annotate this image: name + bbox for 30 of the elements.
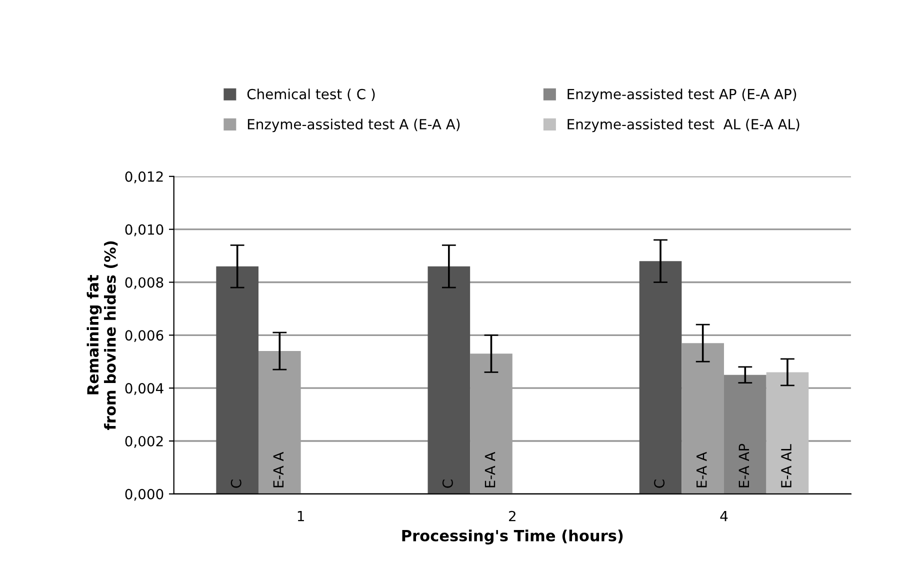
- bar: [216, 266, 258, 494]
- data-label: E-A A: [273, 452, 284, 488]
- legend-label: Enzyme-assisted test AP (E-A AP): [568, 88, 796, 102]
- data-label: C: [230, 480, 242, 488]
- bar: [428, 266, 470, 494]
- y-tick-label: 0,006: [125, 330, 164, 342]
- x-tick-label: 1: [298, 511, 304, 522]
- bar: [766, 372, 809, 494]
- data-label: E-A AL: [781, 444, 792, 488]
- y-tick-label: 0,008: [125, 277, 164, 290]
- data-label: E-A AP: [738, 444, 749, 488]
- bar: [682, 343, 724, 494]
- legend-label: Chemical test ( C ): [247, 88, 375, 101]
- x-axis-title: Processing's Time (hours): [402, 530, 623, 544]
- legend-label: Enzyme-assisted test A (E-A A): [248, 118, 460, 132]
- y-tick-label: 0,004: [125, 383, 164, 395]
- y-axis-title: Remaining fat from bovine hides (%): [86, 241, 118, 430]
- y-tick-label: 0,000: [125, 488, 164, 501]
- data-label: E-A A: [696, 452, 707, 488]
- y-tick-label: 0,010: [125, 224, 164, 236]
- x-tick-label: 4: [720, 511, 728, 522]
- bar: [724, 374, 766, 494]
- bar: [639, 261, 682, 494]
- data-label: C: [442, 480, 453, 488]
- legend-label: Enzyme-assisted test AL (E-A AL): [568, 118, 800, 132]
- data-label: C: [654, 480, 665, 488]
- y-tick-label: 0,002: [125, 436, 163, 448]
- x-tick-label: 2: [509, 510, 516, 522]
- y-tick-label: 0,012: [125, 171, 163, 184]
- data-label: E-A A: [484, 452, 496, 488]
